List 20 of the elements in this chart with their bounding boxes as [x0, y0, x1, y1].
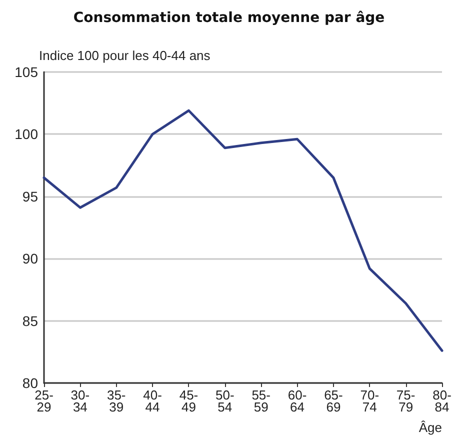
y-tick-label: 90 [22, 250, 38, 267]
x-tick-label: 50-54 [216, 388, 234, 414]
line-series [42, 109, 444, 352]
y-tick-label: 95 [22, 188, 38, 204]
x-tick-label: 55-59 [252, 388, 270, 414]
y-tick-label: 105 [14, 64, 38, 80]
x-tick-label: 35-39 [106, 388, 126, 414]
y-tick-label: 100 [14, 126, 38, 142]
y-tick-label: 85 [22, 312, 38, 329]
x-tick-label: 30-34 [70, 388, 90, 414]
x-tick-label: 75-79 [396, 388, 416, 414]
x-tick-label: 70-74 [360, 388, 380, 414]
x-axis-title: Âge [418, 420, 442, 435]
x-tick-label: 60-64 [288, 388, 307, 414]
x-tick-label: 45-49 [179, 388, 198, 414]
chart-subtitle: Indice 100 pour les 40-44 ans [39, 48, 211, 63]
x-tick-label: 65-69 [324, 388, 343, 414]
chart-title: Consommation totale moyenne par âge [73, 10, 385, 26]
x-tick-label: 40-44 [143, 388, 162, 414]
x-tick-label: 80-84 [432, 388, 452, 414]
